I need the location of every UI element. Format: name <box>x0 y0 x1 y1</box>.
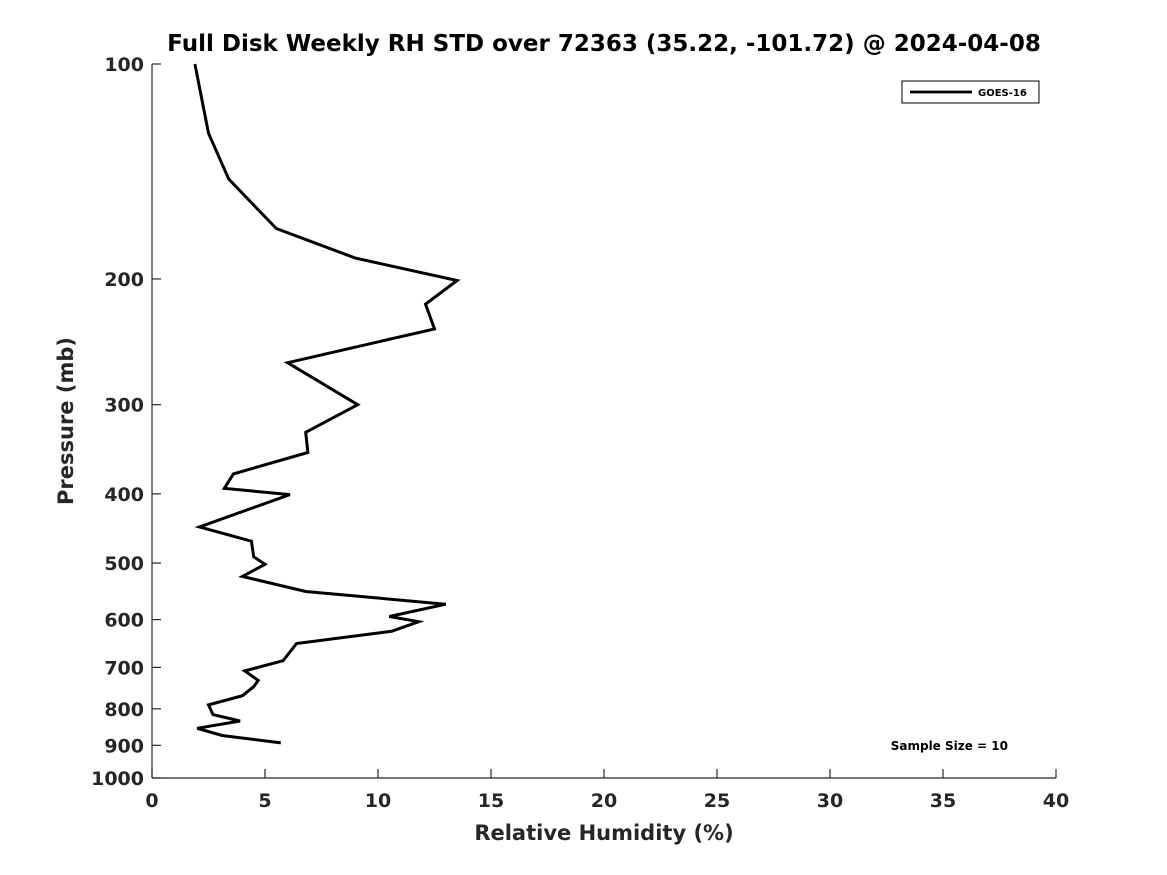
y-tick-label: 500 <box>104 553 144 575</box>
x-tick-label: 35 <box>930 790 956 812</box>
x-ticks: 0 5 10 15 20 25 30 35 40 <box>145 769 1069 812</box>
x-tick-label: 5 <box>258 790 271 812</box>
y-tick-label: 1000 <box>91 768 144 790</box>
x-tick-label: 25 <box>704 790 730 812</box>
y-tick-label: 700 <box>104 657 144 679</box>
y-tick-label: 100 <box>104 54 144 76</box>
x-tick-label: 30 <box>817 790 843 812</box>
x-axis-label: Relative Humidity (%) <box>474 821 733 845</box>
y-tick-label: 400 <box>104 484 144 506</box>
y-tick-label: 800 <box>104 699 144 721</box>
y-tick-label: 300 <box>104 395 144 417</box>
x-tick-label: 20 <box>591 790 617 812</box>
legend: GOES-16 <box>901 80 1040 104</box>
x-tick-label: 15 <box>478 790 504 812</box>
x-tick-label: 40 <box>1043 790 1069 812</box>
x-tick-label: 0 <box>145 790 158 812</box>
y-ticks: 100 200 300 400 500 600 700 800 900 1000 <box>91 54 161 790</box>
y-axis-label: Pressure (mb) <box>54 337 78 505</box>
legend-label-goes-16: GOES-16 <box>978 88 1027 99</box>
x-tick-label: 10 <box>365 790 391 812</box>
y-tick-label: 900 <box>104 735 144 757</box>
series-layer <box>193 63 461 745</box>
y-tick-label: 600 <box>104 610 144 632</box>
chart-title: Full Disk Weekly RH STD over 72363 (35.2… <box>167 31 1041 57</box>
y-tick-label: 200 <box>104 269 144 291</box>
sample-size-annotation: Sample Size = 10 <box>891 739 1008 753</box>
series-line-goes-16 <box>193 63 461 745</box>
